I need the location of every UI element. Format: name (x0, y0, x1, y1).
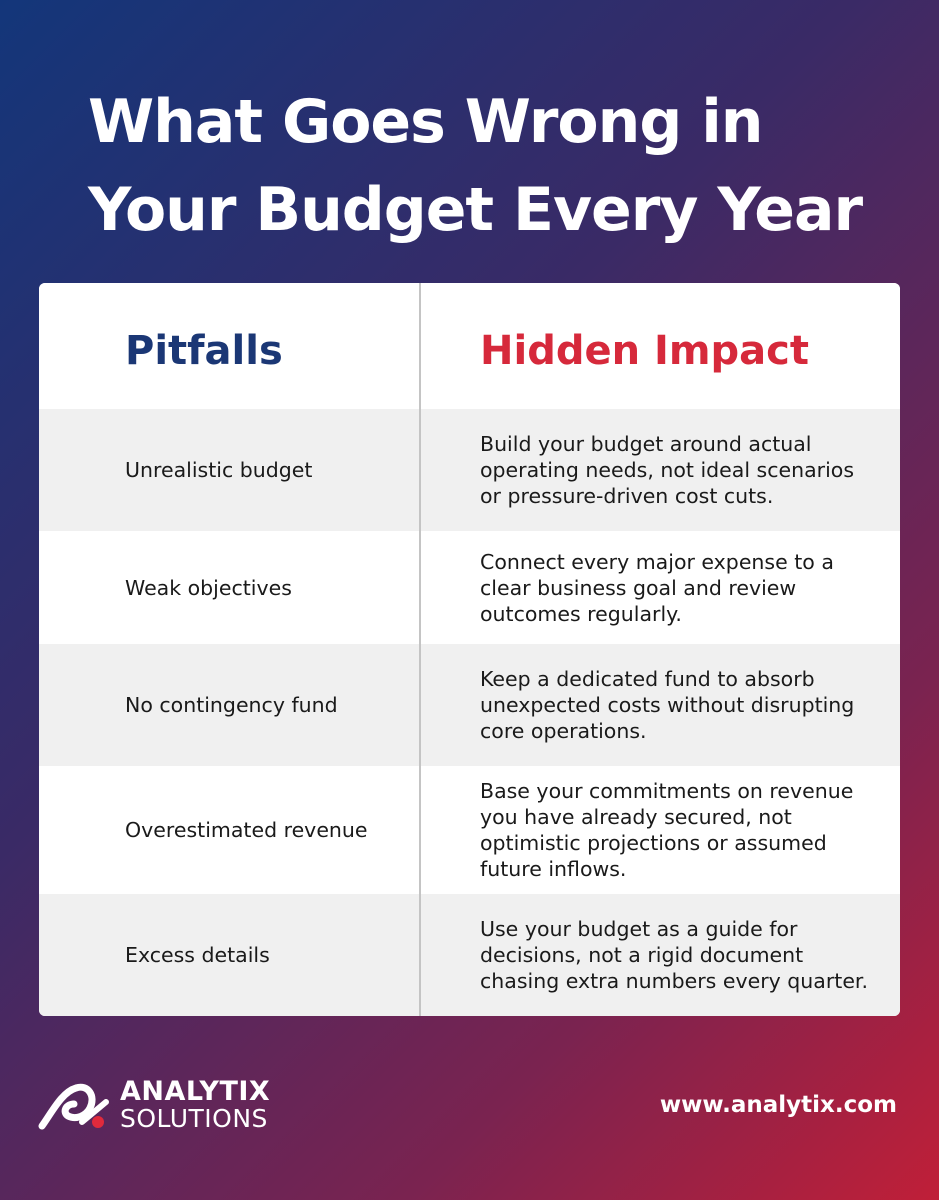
title-line-2: Your Budget Every Year (88, 175, 863, 245)
impact-cell: Use your budget as a guide for decisions… (480, 917, 868, 993)
table-row: No contingency fund Keep a dedicated fun… (39, 644, 900, 766)
comparison-table: Pitfalls Hidden Impact Unrealistic budge… (39, 283, 900, 1016)
header-pitfalls: Pitfalls (125, 328, 283, 374)
pitfall-cell: Weak objectives (125, 575, 292, 600)
table-header: Pitfalls Hidden Impact (39, 283, 900, 409)
header-hidden-impact: Hidden Impact (480, 328, 810, 374)
pitfall-cell: Excess details (125, 943, 270, 967)
page-title: What Goes Wrong in Your Budget Every Yea… (88, 78, 908, 254)
pitfall-cell: Unrealistic budget (125, 458, 313, 482)
pitfall-cell: Overestimated revenue (125, 818, 368, 842)
impact-cell: Keep a dedicated fund to absorb unexpect… (480, 667, 855, 743)
impact-cell: Base your commitments on revenue you hav… (480, 779, 854, 881)
title-line-1: What Goes Wrong in (88, 87, 763, 157)
website-url[interactable]: www.analytix.com (659, 1092, 897, 1118)
logo-text-solutions: SOLUTIONS (120, 1104, 268, 1133)
table-row: Overestimated revenue Base your commitme… (39, 766, 900, 894)
impact-cell: Build your budget around actual operatin… (480, 432, 855, 508)
table-row: Weak objectives Connect every major expe… (39, 531, 900, 644)
table-row: Excess details Use your budget as a guid… (39, 894, 900, 1016)
impact-cell: Connect every major expense to a clear b… (480, 549, 834, 626)
column-divider (419, 283, 421, 1016)
analytix-logo: ANALYTIX SOLUTIONS (38, 1076, 298, 1133)
table-row: Unrealistic budget Build your budget aro… (39, 409, 900, 531)
analytix-logo-icon (38, 1083, 109, 1130)
pitfall-cell: No contingency fund (125, 693, 338, 717)
logo-text-analytix: ANALYTIX (120, 1076, 271, 1107)
